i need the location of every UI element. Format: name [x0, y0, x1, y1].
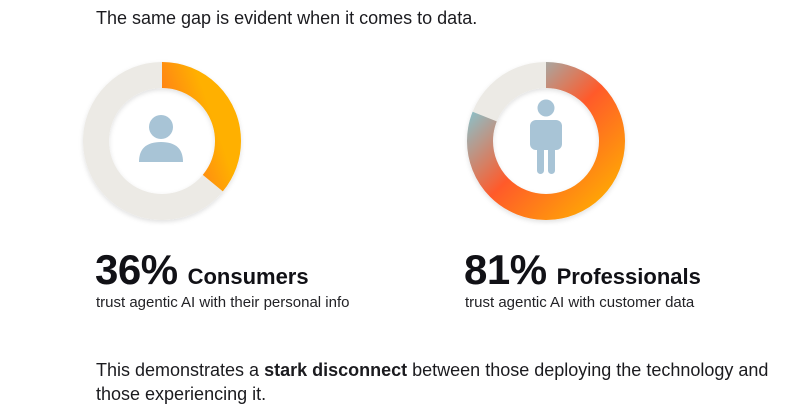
professionals-caption: trust agentic AI with customer data	[465, 294, 695, 311]
consumers-stat: 36% Consumers	[95, 244, 309, 296]
professionals-donut-chart	[462, 56, 632, 226]
professionals-label: Professionals	[556, 264, 701, 289]
professionals-stat: 81% Professionals	[464, 244, 701, 296]
conclusion-before: This demonstrates a	[96, 360, 265, 380]
conclusion-text: This demonstrates a stark disconnect bet…	[96, 358, 786, 406]
donut-value-arc	[467, 62, 625, 220]
conclusion-after: between those deploying the technology a…	[96, 360, 769, 404]
donut-value-arc	[83, 62, 241, 220]
consumers-caption: trust agentic AI with their personal inf…	[96, 294, 350, 311]
headline: The same gap is evident when it comes to…	[96, 8, 478, 28]
person-bust-icon	[139, 115, 183, 162]
professionals-percentage: 81%	[464, 246, 547, 293]
consumers-label: Consumers	[187, 264, 309, 289]
consumers-percentage: 36%	[95, 246, 178, 293]
person-standing-icon	[530, 99, 562, 174]
conclusion-emphasis: stark disconnect	[264, 360, 408, 380]
consumers-donut-chart	[77, 56, 247, 226]
